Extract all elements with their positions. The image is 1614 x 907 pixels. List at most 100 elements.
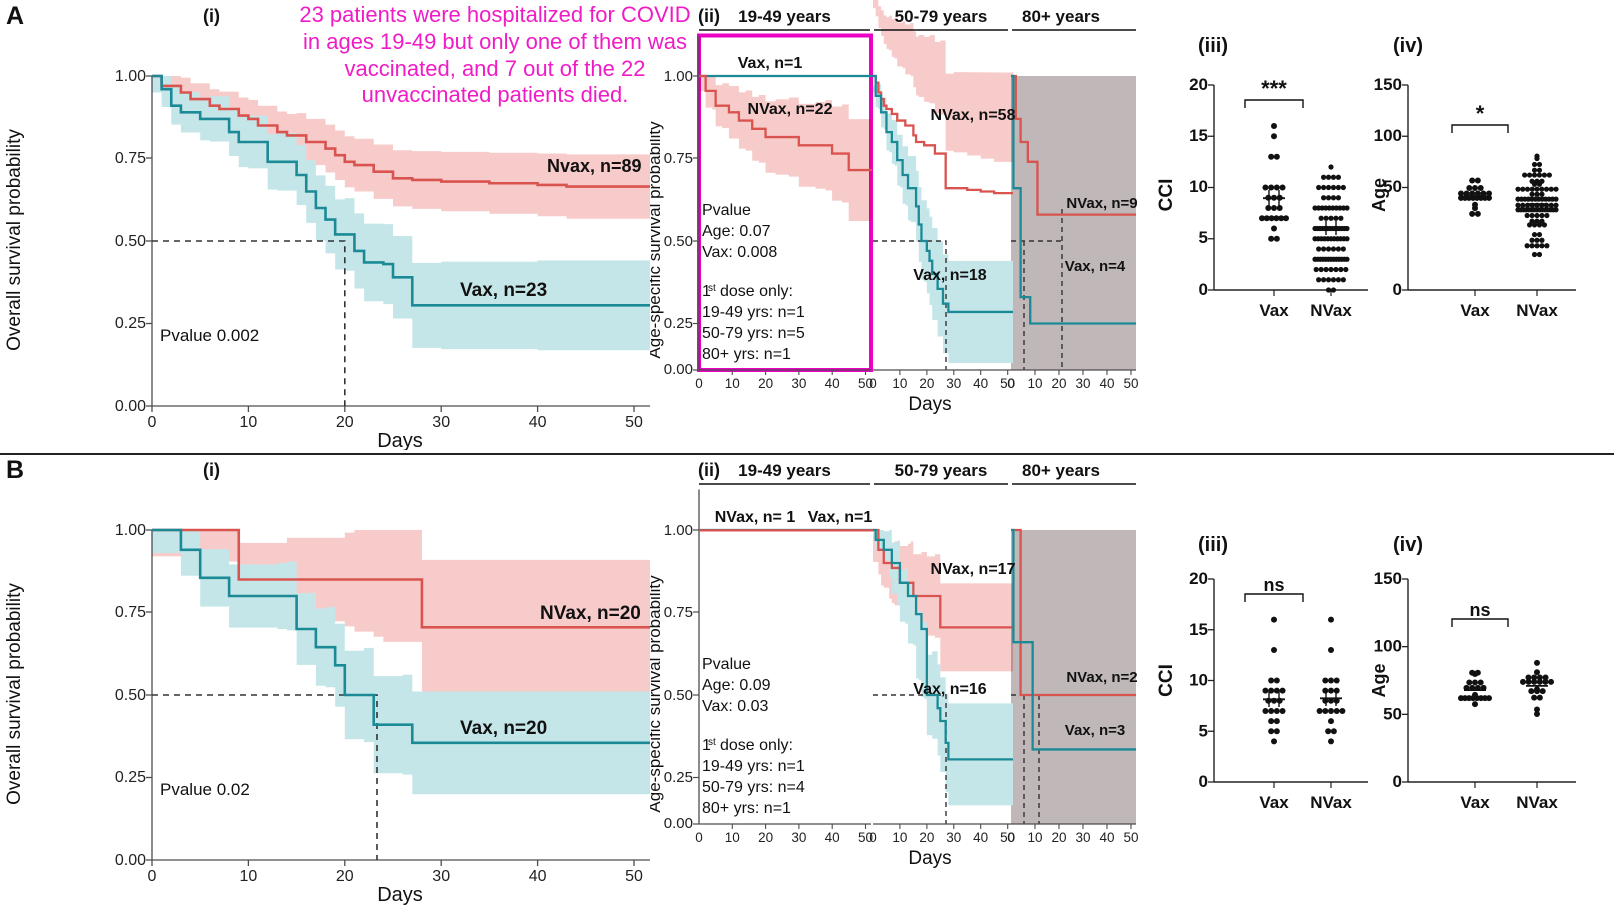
svg-text:30: 30: [1075, 376, 1090, 391]
svg-text:10: 10: [892, 376, 907, 391]
svg-text:19-49 years: 19-49 years: [738, 7, 831, 26]
svg-text:Age-specific survival probabil: Age-specific survival probability: [650, 121, 664, 359]
svg-text:19-49 yrs: n=1: 19-49 yrs: n=1: [702, 304, 805, 321]
svg-text:0.00: 0.00: [115, 398, 146, 415]
svg-text:50-79 years: 50-79 years: [895, 461, 988, 480]
svg-text:150: 150: [1374, 569, 1402, 588]
svg-text:0.50: 0.50: [115, 687, 146, 704]
svg-text:Pvalue: Pvalue: [702, 202, 751, 219]
svg-text:10: 10: [240, 868, 258, 885]
svg-text:NVax, n=22: NVax, n=22: [748, 101, 833, 118]
svg-text:20: 20: [758, 830, 773, 845]
svg-text:Overall survival probability: Overall survival probability: [4, 583, 25, 805]
svg-text:0.75: 0.75: [115, 604, 146, 621]
svg-text:30: 30: [791, 376, 806, 391]
svg-text:Days: Days: [908, 394, 951, 415]
svg-text:30: 30: [1075, 830, 1090, 845]
svg-text:1.00: 1.00: [664, 522, 693, 539]
svg-text:NVax, n=2: NVax, n=2: [1066, 669, 1137, 686]
svg-text:19-49 years: 19-49 years: [738, 461, 831, 480]
svg-text:Vax, n=23: Vax, n=23: [460, 280, 547, 301]
svg-text:1.00: 1.00: [115, 522, 146, 539]
svg-text:CCI: CCI: [1156, 664, 1177, 697]
svg-text:(iv): (iv): [1393, 534, 1423, 556]
svg-text:40: 40: [825, 830, 840, 845]
svg-text:50-79 yrs: n=4: 50-79 yrs: n=4: [702, 779, 805, 796]
svg-text:40: 40: [529, 414, 547, 431]
svg-text:10: 10: [1027, 376, 1042, 391]
svg-text:st: st: [708, 737, 716, 748]
svg-text:Vax, n=18: Vax, n=18: [913, 267, 986, 284]
svg-text:5: 5: [1199, 721, 1208, 740]
svg-text:80+ yrs: n=1: 80+ yrs: n=1: [702, 800, 791, 817]
svg-text:40: 40: [529, 868, 547, 885]
svg-text:Vax: Vax: [1259, 793, 1289, 812]
svg-text:Vax, n=3: Vax, n=3: [1065, 722, 1125, 739]
svg-text:0.75: 0.75: [664, 604, 693, 621]
svg-text:Vax, n=1: Vax, n=1: [808, 509, 873, 526]
svg-text:40: 40: [1099, 830, 1114, 845]
svg-text:0: 0: [1007, 376, 1015, 391]
svg-text:1.00: 1.00: [115, 68, 146, 85]
svg-text:Days: Days: [377, 884, 423, 906]
svg-text:0: 0: [1393, 772, 1402, 791]
svg-text:NVax: NVax: [1310, 793, 1352, 812]
svg-text:0.25: 0.25: [115, 769, 146, 786]
svg-text:0.75: 0.75: [664, 150, 693, 167]
svg-text:0: 0: [148, 868, 157, 885]
svg-text:NVax, n= 1: NVax, n= 1: [715, 509, 796, 526]
svg-text:0: 0: [869, 376, 877, 391]
svg-text:50: 50: [1123, 376, 1138, 391]
svg-text:40: 40: [1099, 376, 1114, 391]
svg-text:NVax, n=17: NVax, n=17: [931, 561, 1016, 578]
svg-text:0.50: 0.50: [664, 233, 693, 250]
svg-text:100: 100: [1374, 637, 1402, 656]
svg-text:0.25: 0.25: [664, 769, 693, 786]
svg-text:dose only:: dose only:: [720, 737, 793, 754]
svg-text:20: 20: [919, 830, 934, 845]
svg-text:50: 50: [625, 868, 643, 885]
svg-text:Vax: 0.008: Vax: 0.008: [702, 244, 777, 261]
svg-text:Days: Days: [377, 430, 423, 450]
svg-text:Vax: Vax: [1460, 793, 1490, 812]
svg-text:50-79 years: 50-79 years: [895, 7, 988, 26]
svg-text:50-79 yrs: n=5: 50-79 yrs: n=5: [702, 325, 805, 342]
svg-text:10: 10: [725, 830, 740, 845]
svg-text:0.75: 0.75: [115, 150, 146, 167]
svg-text:10: 10: [892, 830, 907, 845]
svg-text:0.25: 0.25: [664, 315, 693, 332]
svg-text:0: 0: [869, 830, 877, 845]
svg-text:0: 0: [1199, 772, 1208, 791]
svg-text:19-49 yrs: n=1: 19-49 yrs: n=1: [702, 758, 805, 775]
svg-text:0.00: 0.00: [664, 815, 693, 832]
svg-text:30: 30: [791, 830, 806, 845]
svg-text:20: 20: [1051, 830, 1066, 845]
svg-text:80+ years: 80+ years: [1022, 7, 1100, 26]
svg-text:0: 0: [695, 830, 703, 845]
svg-text:30: 30: [432, 868, 450, 885]
svg-text:Vax, n=20: Vax, n=20: [460, 718, 547, 739]
svg-text:(iii): (iii): [1198, 534, 1228, 556]
svg-text:40: 40: [973, 376, 988, 391]
svg-text:0.50: 0.50: [115, 233, 146, 250]
svg-text:30: 30: [946, 376, 961, 391]
svg-text:NVax, n=20: NVax, n=20: [540, 603, 641, 624]
svg-text:20: 20: [1189, 569, 1208, 588]
svg-text:0: 0: [1007, 830, 1015, 845]
svg-text:ns: ns: [1263, 575, 1284, 595]
svg-text:Pvalue 0.002: Pvalue 0.002: [160, 326, 259, 345]
svg-text:dose only:: dose only:: [720, 283, 793, 300]
svg-text:Vax, n=16: Vax, n=16: [913, 681, 986, 698]
svg-text:50: 50: [1383, 704, 1402, 723]
svg-text:10: 10: [1027, 830, 1042, 845]
svg-text:NVax, n=9: NVax, n=9: [1066, 195, 1137, 212]
svg-text:Pvalue: Pvalue: [702, 656, 751, 673]
svg-text:0: 0: [695, 376, 703, 391]
svg-text:NVax: NVax: [1516, 793, 1558, 812]
svg-text:40: 40: [825, 376, 840, 391]
svg-text:15: 15: [1189, 620, 1208, 639]
svg-text:10: 10: [725, 376, 740, 391]
svg-text:10: 10: [1189, 671, 1208, 690]
svg-text:Age: 0.09: Age: 0.09: [702, 677, 771, 694]
svg-text:10: 10: [240, 414, 258, 431]
